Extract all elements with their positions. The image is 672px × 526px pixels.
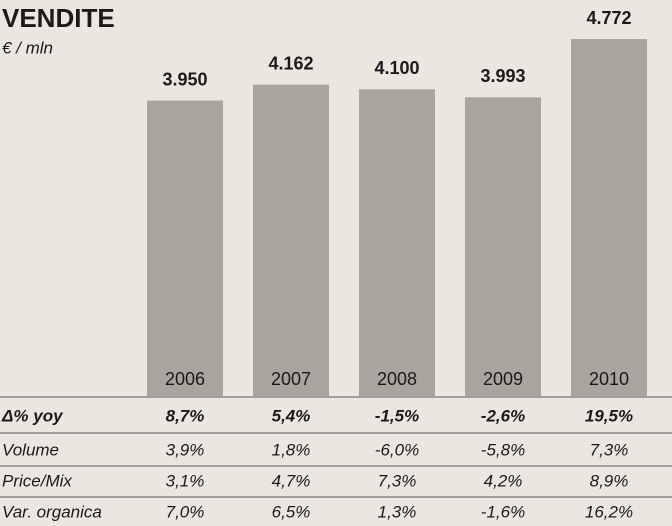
- row-label: Δ% yoy: [1, 406, 64, 425]
- table-cell: 5,4%: [272, 406, 311, 425]
- table-cell: -5,8%: [481, 440, 525, 459]
- bar: [147, 100, 223, 396]
- table-cell: 7,3%: [378, 471, 417, 490]
- category-label: 2006: [165, 369, 205, 389]
- bar: [465, 97, 541, 396]
- table-cell: 4,7%: [272, 471, 311, 490]
- table-cell: 4,2%: [484, 471, 523, 490]
- table-cell: -6,0%: [375, 440, 419, 459]
- chart-title: VENDITE: [2, 3, 115, 33]
- table-cell: 7,0%: [166, 502, 205, 521]
- table-cell: 1,8%: [272, 440, 311, 459]
- table-cell: 16,2%: [585, 502, 633, 521]
- table-cell: -1,5%: [375, 406, 419, 425]
- table-cell: -1,6%: [481, 502, 525, 521]
- category-label: 2009: [483, 369, 523, 389]
- chart-subtitle: € / mln: [2, 38, 53, 57]
- value-label: 3.950: [162, 69, 207, 89]
- value-label: 3.993: [480, 66, 525, 86]
- category-label: 2008: [377, 369, 417, 389]
- value-label: 4.772: [586, 8, 631, 28]
- table-cell: 8,9%: [590, 471, 629, 490]
- table-cell: 1,3%: [378, 502, 417, 521]
- category-label: 2007: [271, 369, 311, 389]
- value-label: 4.162: [268, 53, 313, 73]
- value-label: 4.100: [374, 58, 419, 78]
- table-cell: 8,7%: [166, 406, 205, 425]
- table-cell: -2,6%: [481, 406, 525, 425]
- row-label: Volume: [2, 440, 59, 459]
- category-label: 2010: [589, 369, 629, 389]
- bar: [359, 89, 435, 396]
- table-cell: 3,9%: [166, 440, 205, 459]
- bar: [253, 84, 329, 396]
- table-cell: 6,5%: [272, 502, 311, 521]
- table-cell: 7,3%: [590, 440, 629, 459]
- row-label: Price/Mix: [2, 471, 72, 490]
- bar: [571, 39, 647, 396]
- row-label: Var. organica: [2, 502, 102, 521]
- table-cell: 3,1%: [166, 471, 205, 490]
- table-cell: 19,5%: [585, 406, 633, 425]
